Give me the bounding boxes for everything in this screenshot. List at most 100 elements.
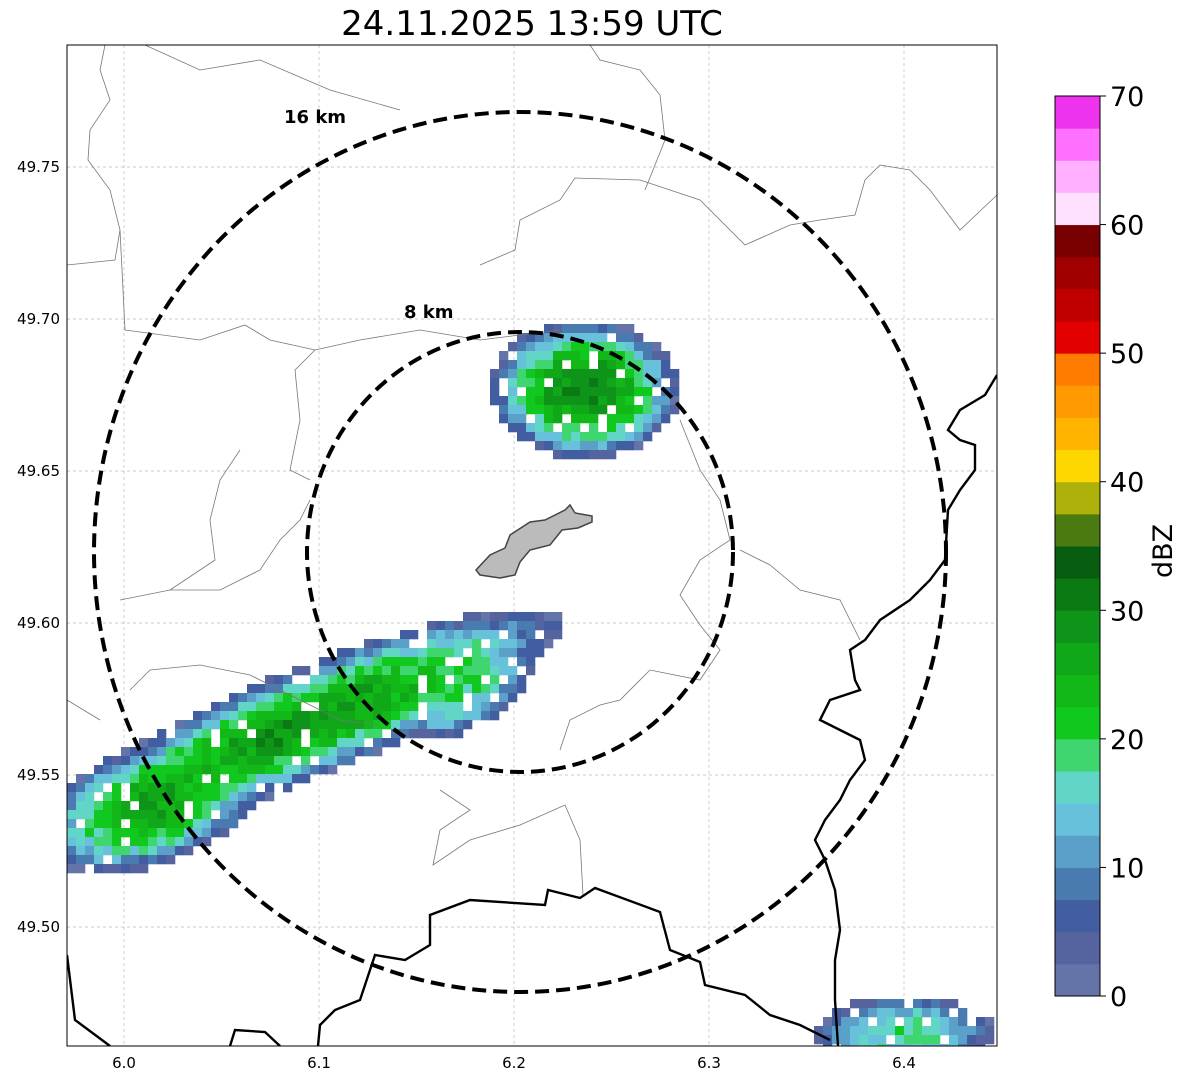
radar-pixel — [499, 414, 509, 424]
radar-pixel — [274, 729, 284, 739]
radar-pixel — [319, 666, 329, 676]
colorbar-bin — [1055, 96, 1100, 129]
radar-pixel — [112, 765, 122, 775]
radar-pixel — [517, 378, 527, 388]
radar-pixel — [535, 432, 545, 442]
radar-pixel — [913, 1017, 923, 1027]
radar-pixel — [148, 747, 158, 757]
radar-pixel — [247, 693, 257, 703]
radar-pixel — [967, 1044, 977, 1046]
radar-pixel — [283, 693, 293, 703]
radar-pixel — [400, 693, 410, 703]
radar-pixel — [580, 405, 590, 415]
radar-pixel — [283, 756, 293, 766]
radar-pixel — [247, 792, 257, 802]
radar-pixel — [319, 684, 329, 694]
radar-pixel — [418, 693, 428, 703]
radar-pixel — [301, 747, 311, 757]
radar-pixel — [886, 1026, 896, 1036]
radar-pixel — [202, 738, 212, 748]
colorbar-tick-label: 20 — [1110, 725, 1144, 756]
radar-pixel — [445, 693, 455, 703]
radar-pixel — [292, 693, 302, 703]
radar-pixel — [166, 819, 176, 829]
radar-pixel — [274, 684, 284, 694]
radar-pixel — [571, 324, 581, 334]
radar-pixel — [220, 810, 230, 820]
radar-pixel — [454, 675, 464, 685]
radar-pixel — [202, 765, 212, 775]
radar-pixel — [580, 351, 590, 361]
radar-pixel — [130, 846, 140, 856]
radar-pixel — [157, 756, 167, 766]
radar-pixel — [481, 621, 491, 631]
y-tick-label: 49.50 — [17, 918, 60, 936]
radar-pixel — [292, 765, 302, 775]
radar-pixel — [652, 351, 662, 361]
radar-pixel — [886, 1017, 896, 1027]
radar-pixel — [157, 774, 167, 784]
radar-pixel — [157, 729, 167, 739]
radar-pixel — [103, 774, 113, 784]
radar-pixel — [112, 774, 122, 784]
radar-pixel — [445, 639, 455, 649]
radar-pixel — [895, 1044, 905, 1046]
radar-pixel — [337, 720, 347, 730]
radar-pixel — [454, 702, 464, 712]
radar-pixel — [400, 666, 410, 676]
radar-pixel — [346, 666, 356, 676]
radar-pixel — [310, 747, 320, 757]
radar-pixel — [472, 702, 482, 712]
radar-pixel — [841, 1035, 851, 1045]
radar-pixel — [589, 405, 599, 415]
colorbar-bin — [1055, 610, 1100, 643]
radar-pixel — [211, 819, 221, 829]
radar-pixel — [121, 846, 131, 856]
radar-pixel — [328, 693, 338, 703]
radar-pixel — [823, 1017, 833, 1027]
radar-pixel — [643, 351, 653, 361]
radar-pixel — [85, 819, 95, 829]
radar-pixel — [886, 1044, 896, 1046]
radar-pixel — [112, 837, 122, 847]
radar-pixel — [391, 648, 401, 658]
colorbar-bin — [1055, 321, 1100, 354]
y-tick-label: 49.75 — [17, 158, 60, 176]
radar-pixel — [400, 684, 410, 694]
radar-pixel — [625, 333, 635, 343]
x-tick-label: 6.0 — [112, 1054, 136, 1072]
radar-pixel — [499, 612, 509, 622]
radar-pixel — [580, 369, 590, 379]
radar-pixel — [76, 846, 86, 856]
radar-pixel — [625, 369, 635, 379]
radar-pixel — [229, 810, 239, 820]
radar-pixel — [301, 711, 311, 721]
radar-pixel — [553, 333, 563, 343]
radar-pixel — [571, 405, 581, 415]
radar-pixel — [535, 621, 545, 631]
country-border — [67, 374, 997, 1046]
radar-pixel — [193, 828, 203, 838]
radar-pixel — [409, 630, 419, 640]
radar-pixel — [436, 657, 446, 667]
radar-pixel — [472, 693, 482, 703]
radar-pixel — [121, 864, 131, 874]
radar-pixel — [274, 702, 284, 712]
radar-pixel — [337, 729, 347, 739]
radar-pixel — [103, 846, 113, 856]
radar-pixel — [553, 441, 563, 451]
radar-pixel — [904, 1026, 914, 1036]
radar-pixel — [67, 828, 77, 838]
radar-pixel — [256, 729, 266, 739]
radar-pixel — [220, 702, 230, 712]
radar-pixel — [292, 702, 302, 712]
radar-pixel — [328, 738, 338, 748]
radar-pixel — [931, 1008, 941, 1018]
radar-pixel — [517, 396, 527, 406]
radar-pixel — [814, 1026, 824, 1036]
radar-pixel — [508, 378, 518, 388]
radar-pixel — [634, 441, 644, 451]
radar-pixel — [436, 720, 446, 730]
x-tick-label: 6.1 — [307, 1054, 331, 1072]
radar-pixel — [409, 648, 419, 658]
